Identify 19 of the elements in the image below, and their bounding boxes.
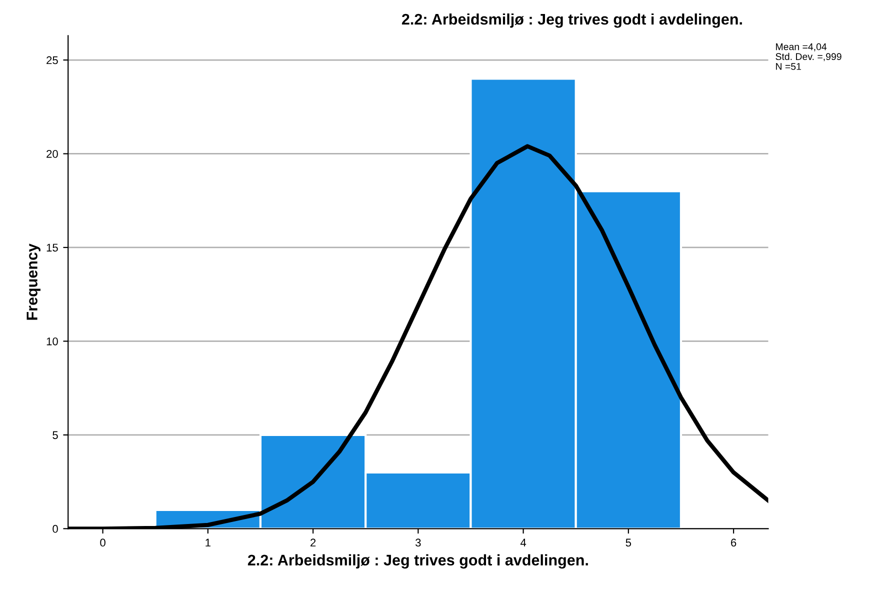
y-tick-label: 5 <box>52 431 58 440</box>
x-tick-label: 3 <box>416 538 421 547</box>
chart-title: 2.2: Arbeidsmiljø : Jeg trives godt i avdelingen. <box>402 13 742 28</box>
y-tick-label: 0 <box>52 524 58 533</box>
text: N =51 <box>776 63 801 70</box>
y-tick-label: 15 <box>46 244 58 252</box>
text: Mean =4,04 <box>776 43 827 52</box>
y-tick-label: 10 <box>46 337 58 346</box>
y-tick-label: 25 <box>46 56 58 64</box>
y-axis-title: Frequency <box>26 244 40 320</box>
x-tick-label: 2 <box>310 538 316 546</box>
x-tick-label: 6 <box>731 538 736 547</box>
y-tick-label: 20 <box>46 150 58 158</box>
x-tick-label: 4 <box>520 538 526 546</box>
x-tick-label: 5 <box>626 538 632 547</box>
x-axis-title: 2.2: Arbeidsmiljø : Jeg trives godt i avdelingen. <box>248 554 588 569</box>
text: Std. Dev. =,999 <box>776 52 842 62</box>
x-tick-label: 0 <box>100 538 106 547</box>
x-tick-label: 1 <box>206 538 210 546</box>
